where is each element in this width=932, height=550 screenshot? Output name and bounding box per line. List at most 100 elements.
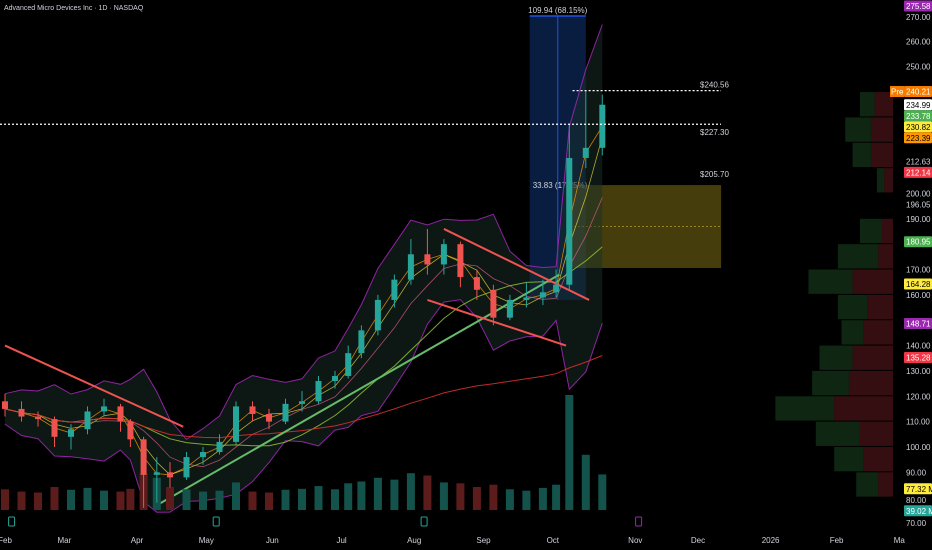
earnings-event-icon — [8, 516, 16, 527]
x-tick-label: May — [199, 536, 214, 545]
volume-profile-up — [845, 117, 871, 142]
price-tag-label: 240.21 — [906, 88, 931, 97]
x-tick-label: 2026 — [762, 536, 780, 545]
candle-body — [216, 441, 223, 453]
volume-profile-down — [874, 92, 893, 117]
price-tag-bg — [904, 352, 932, 364]
volume-profile-down — [848, 370, 893, 396]
volume-profile-down — [878, 244, 893, 269]
volume-profile-up — [859, 218, 882, 244]
earnings-event-icon — [635, 516, 643, 527]
volume-bar — [344, 483, 353, 510]
price-line-label: $227.30 — [700, 128, 729, 137]
volume-profile-up — [775, 396, 835, 421]
volume-bar — [34, 492, 42, 510]
price-tag-bg — [904, 86, 932, 98]
earnings-event-icon — [212, 516, 220, 527]
candle-body — [68, 429, 74, 437]
volume-bar — [552, 484, 561, 510]
volume-bar — [281, 489, 290, 510]
candle-body — [299, 401, 305, 404]
volume-profile-up — [856, 472, 879, 497]
candle-body — [84, 411, 91, 430]
y-tick-label: 120.00 — [906, 392, 931, 401]
y-tick-label: 260.00 — [906, 37, 931, 46]
volume-bar — [298, 488, 306, 510]
volume-profile-down — [881, 218, 893, 244]
y-tick-label: 90.00 — [906, 468, 927, 477]
volume-bar — [489, 484, 498, 510]
y-tick-label: 170.00 — [906, 266, 931, 275]
price-tag-bg — [904, 236, 932, 248]
candle-body — [599, 104, 606, 148]
volume-bar — [456, 483, 465, 510]
y-tick-label: 140.00 — [906, 342, 931, 351]
candle-body — [332, 375, 338, 382]
price-tag-label: 230.82 — [906, 123, 931, 132]
candle-body — [457, 244, 464, 278]
candle-body — [407, 254, 414, 280]
volume-profile-up — [819, 345, 853, 370]
volume-profile-up — [841, 320, 864, 345]
candle-body — [117, 406, 124, 422]
volume-profile-down — [863, 320, 893, 345]
price-tag-label: 275.58 — [906, 2, 931, 11]
candle-body — [553, 284, 560, 293]
chart-title: Advanced Micro Devices Inc · 1D · NASDAQ — [4, 5, 144, 12]
measure-label: 109.94 (68.15%) — [528, 6, 587, 15]
price-tag-bg — [904, 483, 932, 495]
volume-profile-up — [876, 168, 885, 193]
price-tag-label: 148.71 — [906, 319, 931, 328]
x-tick-label: Jul — [336, 536, 346, 545]
volume-bar — [215, 490, 224, 510]
volume-profile-up — [852, 142, 871, 168]
volume-bar — [565, 395, 574, 510]
volume-bar — [248, 491, 257, 510]
price-tag-label: 212.63 — [906, 157, 931, 166]
candle-body — [424, 254, 431, 265]
volume-bar — [406, 473, 415, 510]
trendline — [443, 228, 590, 301]
volume-bar — [50, 487, 59, 510]
price-tag-bg — [904, 278, 932, 290]
candle-body — [266, 413, 272, 422]
volume-bar — [423, 475, 432, 510]
volume-bar — [83, 487, 92, 510]
volume-bar — [522, 490, 531, 510]
price-tag-label: 39.02 M — [906, 507, 932, 516]
y-tick-label: 110.00 — [906, 418, 930, 427]
price-tag-label: 223.39 — [906, 134, 931, 143]
volume-bar — [581, 454, 590, 510]
candle-body — [153, 472, 160, 475]
candle-body — [473, 277, 480, 290]
price-tag-label: 135.28 — [906, 354, 931, 363]
volume-profile-up — [812, 370, 849, 396]
volume-profile-down — [870, 117, 893, 142]
pre-market-tag: Pre — [891, 88, 904, 97]
volume-bar — [357, 481, 366, 510]
candle-body — [183, 457, 190, 478]
candle-body — [51, 419, 58, 437]
candle-body — [374, 299, 381, 331]
candle-body — [35, 416, 41, 420]
y-tick-label: 100.00 — [906, 443, 931, 452]
x-tick-label: Aug — [407, 536, 421, 545]
x-tick-label: Feb — [0, 536, 12, 545]
price-tag-bg — [904, 166, 932, 178]
measure-mid-label: 33.83 (17.25%) — [533, 181, 588, 190]
price-tag-bg — [904, 505, 932, 517]
candle-body — [315, 381, 322, 402]
candle-body — [167, 472, 173, 478]
sma-200 — [4, 355, 603, 439]
price-tag-label: 77.32 M — [906, 485, 932, 494]
candle-body — [200, 452, 206, 458]
x-tick-label: Mar — [58, 536, 72, 545]
volume-bar — [390, 479, 399, 510]
price-tag-bg — [904, 99, 932, 111]
trendline — [4, 344, 184, 428]
trendline — [427, 298, 567, 347]
price-tag-bg — [904, 317, 932, 329]
x-tick-label: Ma — [894, 536, 906, 545]
volume-profile-down — [884, 168, 893, 193]
